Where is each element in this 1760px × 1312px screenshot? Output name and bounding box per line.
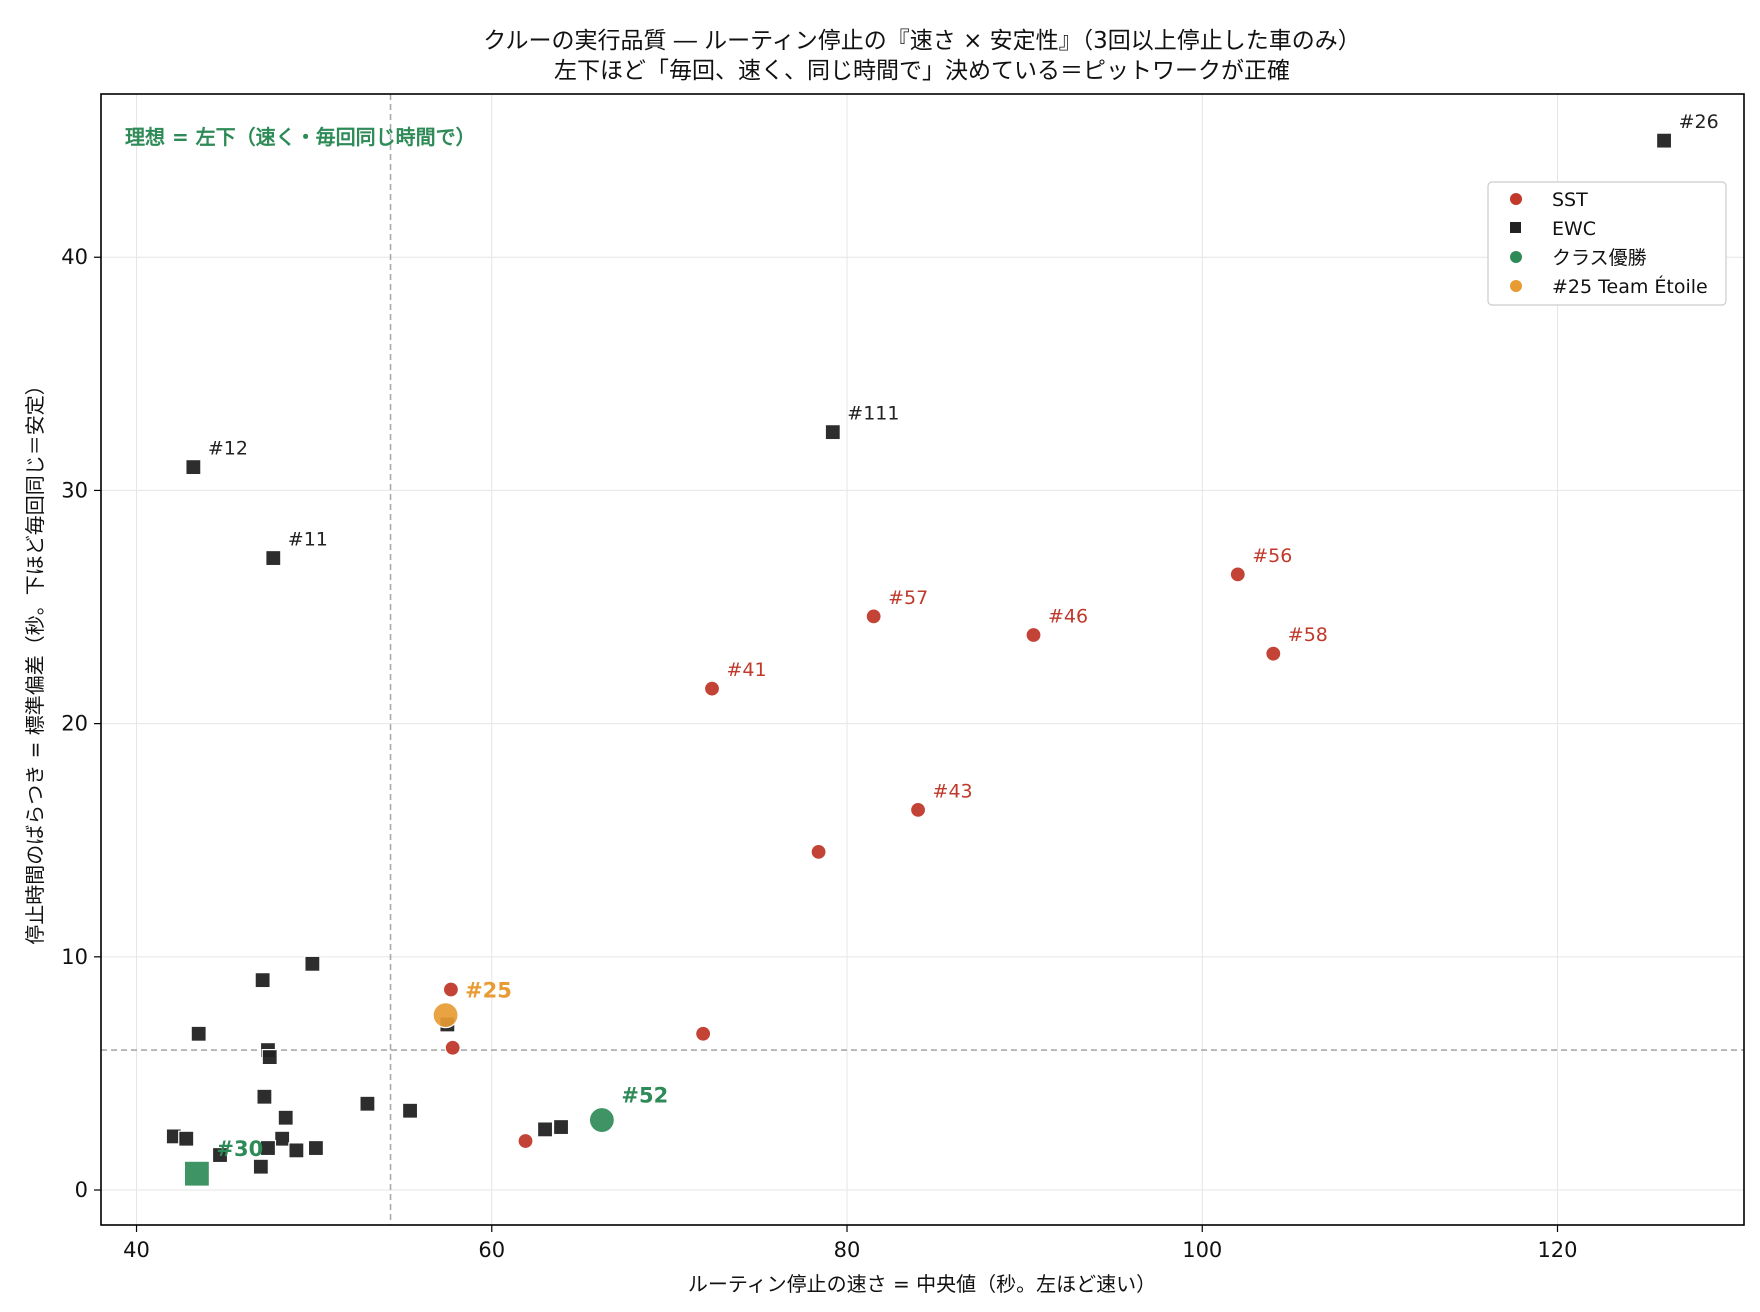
ewc-point: [274, 1130, 291, 1147]
winner-point: [588, 1106, 615, 1134]
point-label: #58: [1288, 624, 1328, 646]
point-label: #41: [727, 659, 767, 681]
data-points: [165, 132, 1673, 1187]
sst-point: [703, 680, 721, 697]
sst-point: [865, 608, 882, 625]
legend-label-etoile: #25 Team Étoile: [1552, 275, 1708, 298]
point-label: #11: [288, 529, 328, 551]
x-tick-label: 40: [123, 1238, 150, 1262]
plot-frame: [100, 93, 1745, 1226]
chart-subtitle: 左下ほど「毎回、速く、同じ時間で」決めている＝ピットワークが正確: [554, 58, 1290, 84]
y-tick-label: 10: [61, 945, 88, 969]
x-tick-label: 80: [834, 1238, 861, 1262]
ewc-point: [259, 1139, 277, 1157]
ewc-point: [211, 1146, 229, 1164]
ewc-point: [252, 1158, 269, 1175]
point-labels: #41 #57 #46 #56 #58 #43 #26 #111 #12 #11 #52 #30 #25: [208, 111, 1719, 1161]
winner-point: [183, 1160, 211, 1187]
legend-label-winner: クラス優勝: [1552, 247, 1647, 269]
ewc-point: [552, 1118, 570, 1136]
legend-marker-sst: [1510, 193, 1522, 205]
point-label: #12: [208, 438, 248, 460]
x-tick-label: 100: [1182, 1238, 1222, 1262]
x-axis-label: ルーティン停止の速さ = 中央値（秒。左ほど速い）: [688, 1272, 1156, 1296]
y-tick-label: 0: [75, 1178, 88, 1202]
sst-point: [1265, 645, 1282, 662]
ewc-point: [254, 972, 271, 989]
etoile-point: [432, 1002, 459, 1029]
point-label: #30: [216, 1137, 263, 1161]
point-label: #26: [1679, 111, 1719, 133]
y-tick-label: 40: [61, 245, 88, 269]
legend-label-sst: SST: [1552, 189, 1588, 211]
point-label: #56: [1252, 545, 1292, 567]
sst-point: [517, 1132, 534, 1150]
ewc-point: [265, 549, 282, 567]
ewc-point: [359, 1095, 376, 1112]
chart-title: クルーの実行品質 ― ルーティン停止の『速さ × 安定性』（3回以上停止した車の…: [483, 28, 1361, 54]
legend-frame: [1487, 181, 1727, 306]
sst-point: [1229, 566, 1246, 583]
sst-point: [695, 1025, 712, 1042]
point-label: #57: [888, 587, 928, 609]
ewc-point: [1655, 132, 1673, 149]
legend-marker-etoile: [1510, 280, 1522, 292]
sst-point: [444, 1039, 461, 1056]
ewc-point: [256, 1088, 273, 1105]
y-tick-label: 30: [61, 478, 88, 502]
ideal-annotation: 理想 = 左下（速く・毎回同じ時間で）: [125, 125, 476, 149]
ewc-point: [178, 1130, 195, 1147]
point-label: #43: [933, 780, 973, 802]
x-axis-ticks: 40 60 80 100 120: [123, 1225, 1578, 1262]
ewc-point: [288, 1142, 305, 1159]
ewc-point: [824, 424, 841, 441]
grid-lines: [101, 94, 1744, 1225]
median-reference-lines: [101, 94, 1744, 1225]
point-label: #25: [465, 979, 512, 1003]
legend-label-ewc: EWC: [1552, 218, 1596, 240]
point-label: #111: [847, 403, 899, 425]
y-axis-ticks: 0 10 20 30 40: [61, 245, 101, 1202]
ewc-point: [401, 1102, 419, 1119]
sst-point: [909, 801, 927, 819]
ewc-point: [190, 1025, 207, 1042]
x-tick-label: 120: [1537, 1238, 1577, 1262]
sst-point: [1025, 626, 1042, 644]
point-label: #52: [621, 1084, 668, 1108]
ewc-point: [185, 459, 202, 476]
legend: SST EWC クラス優勝 #25 Team Étoile: [1487, 181, 1727, 306]
legend-marker-ewc: [1510, 222, 1521, 233]
x-tick-label: 60: [478, 1238, 505, 1262]
point-label: #46: [1048, 606, 1088, 628]
legend-marker-winner: [1510, 251, 1522, 263]
y-tick-label: 20: [61, 712, 88, 736]
ewc-point: [536, 1121, 554, 1138]
y-axis-label: 停止時間のばらつき = 標準偏差（秒。下ほど毎回同じ＝安定）: [23, 375, 47, 944]
ewc-point: [277, 1109, 294, 1126]
sst-point: [810, 843, 827, 860]
ewc-point: [304, 955, 321, 972]
ewc-point: [261, 1048, 278, 1066]
sst-point: [442, 981, 460, 998]
ewc-point: [307, 1139, 325, 1157]
